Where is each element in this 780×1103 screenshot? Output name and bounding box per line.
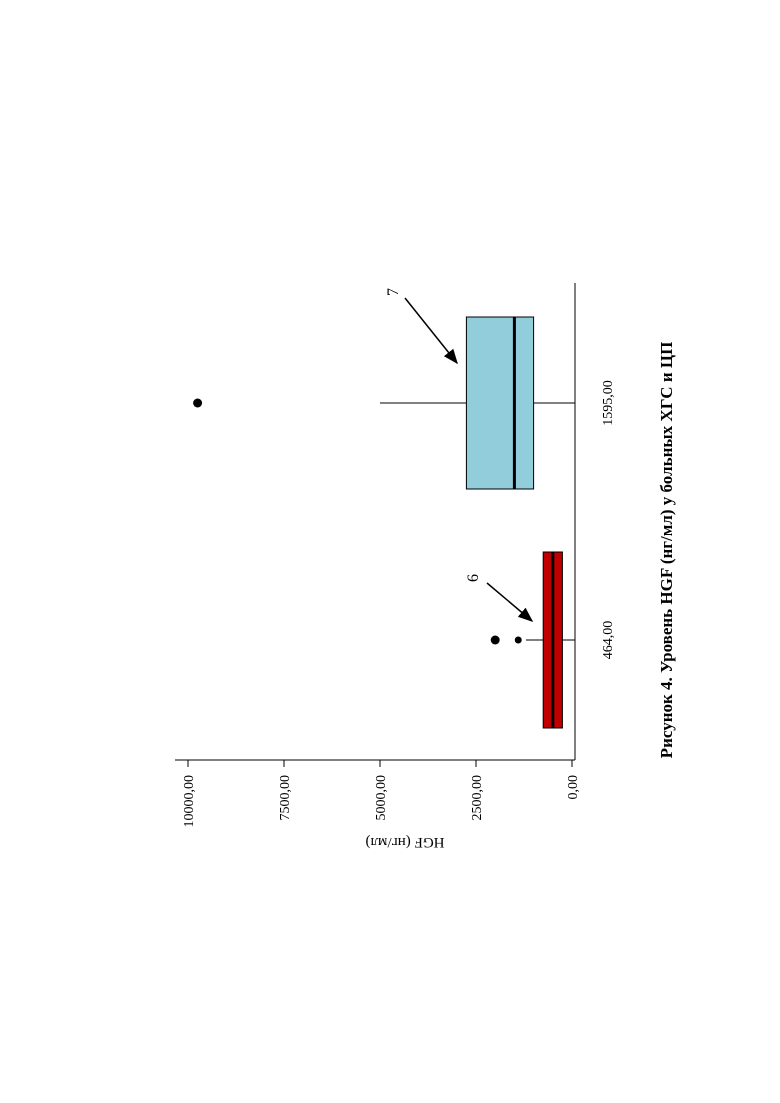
outlier-point xyxy=(515,637,522,644)
annotation-label: 7 xyxy=(385,288,402,296)
y-tick-label: 0,00 xyxy=(566,775,581,800)
y-axis-label: HGF (нг/мл) xyxy=(365,834,444,850)
annotation-label: 6 xyxy=(465,574,482,582)
x-tick-label: 464,00 xyxy=(601,621,616,660)
annotation-arrow xyxy=(487,583,532,621)
box-iqr xyxy=(466,317,533,489)
boxes xyxy=(193,317,572,728)
y-ticks: 0,00 2500,00 5000,00 7500,00 10000,00 xyxy=(182,760,581,828)
annotation-arrow xyxy=(405,298,457,363)
chart-caption: Рисунок 4. Уровень HGF (нг/мл) у больных… xyxy=(657,342,676,759)
x-tick-label: 1595,00 xyxy=(601,380,616,426)
outlier-point xyxy=(491,636,500,645)
y-tick-label: 7500,00 xyxy=(278,775,293,821)
y-tick-label: 10000,00 xyxy=(182,775,197,828)
y-tick-label: 5000,00 xyxy=(374,775,389,821)
outlier-point xyxy=(193,399,202,408)
y-tick-label: 2500,00 xyxy=(470,775,485,821)
